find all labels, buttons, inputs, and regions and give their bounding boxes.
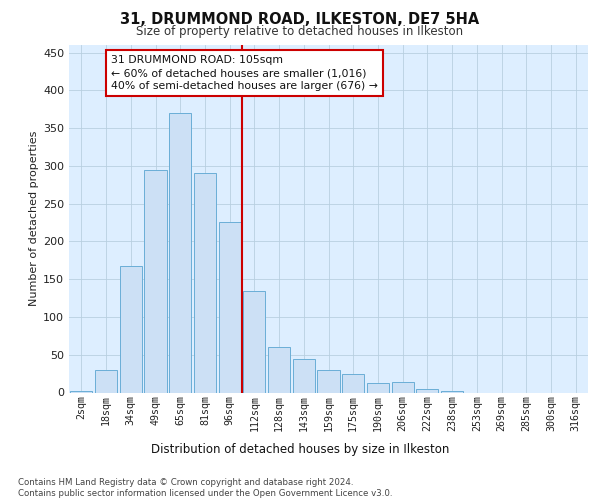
Text: Size of property relative to detached houses in Ilkeston: Size of property relative to detached ho… — [136, 25, 464, 38]
Bar — [392, 382, 414, 392]
Text: Contains HM Land Registry data © Crown copyright and database right 2024.
Contai: Contains HM Land Registry data © Crown c… — [18, 478, 392, 498]
Bar — [243, 292, 265, 392]
Bar — [293, 360, 315, 392]
Bar — [367, 384, 389, 392]
Bar — [119, 266, 142, 392]
Bar — [416, 388, 439, 392]
Bar — [169, 113, 191, 392]
Bar — [268, 347, 290, 393]
Bar — [70, 391, 92, 392]
Bar — [441, 391, 463, 392]
Bar — [145, 170, 167, 392]
Y-axis label: Number of detached properties: Number of detached properties — [29, 131, 39, 306]
Bar — [317, 370, 340, 392]
Bar — [95, 370, 117, 392]
Bar — [194, 174, 216, 392]
Bar — [218, 222, 241, 392]
Text: 31 DRUMMOND ROAD: 105sqm
← 60% of detached houses are smaller (1,016)
40% of sem: 31 DRUMMOND ROAD: 105sqm ← 60% of detach… — [111, 55, 378, 91]
Text: Distribution of detached houses by size in Ilkeston: Distribution of detached houses by size … — [151, 442, 449, 456]
Bar — [342, 374, 364, 392]
Text: 31, DRUMMOND ROAD, ILKESTON, DE7 5HA: 31, DRUMMOND ROAD, ILKESTON, DE7 5HA — [121, 12, 479, 28]
